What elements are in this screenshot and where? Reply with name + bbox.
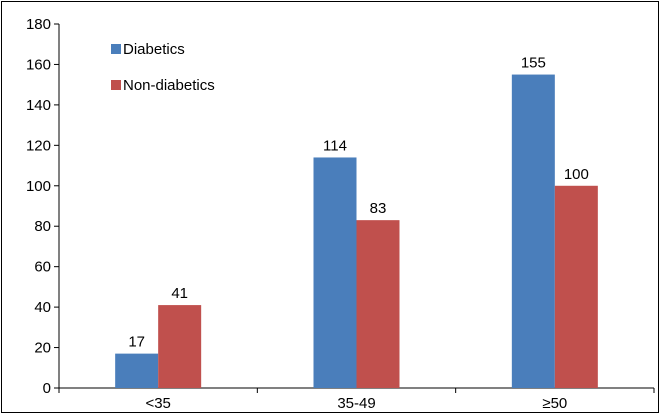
bar-diabetics-2 bbox=[511, 74, 555, 389]
bar-chart: 0 20 40 60 80 100 120 140 160 180 <35 35-49 ≥50 17 4… bbox=[26, 16, 655, 412]
data-label: 155 bbox=[521, 55, 546, 72]
chart-frame: 0 20 40 60 80 100 120 140 160 180 <35 35-49 ≥50 17 4… bbox=[1, 1, 659, 413]
legend-swatch bbox=[111, 44, 121, 54]
data-label: 41 bbox=[171, 285, 188, 302]
y-tick-label: 0 bbox=[43, 380, 51, 397]
bars bbox=[115, 74, 598, 389]
bar-non-diabetics-0 bbox=[158, 305, 202, 388]
x-tick-label: <35 bbox=[145, 395, 170, 412]
y-tick-label: 60 bbox=[34, 259, 51, 276]
legend-label: Diabetics bbox=[123, 41, 185, 58]
y-tick-label: 140 bbox=[26, 97, 51, 114]
y-tick-label: 80 bbox=[34, 218, 51, 235]
x-tick-label: ≥50 bbox=[542, 395, 567, 412]
data-label: 100 bbox=[564, 166, 589, 183]
data-label: 83 bbox=[370, 200, 387, 217]
y-tick-label: 180 bbox=[26, 16, 51, 33]
legend-label: Non-diabetics bbox=[123, 77, 215, 94]
x-axis: <35 35-49 ≥50 bbox=[58, 387, 655, 412]
data-label: 17 bbox=[128, 334, 145, 351]
bar-diabetics-1 bbox=[313, 157, 357, 388]
bar-non-diabetics-1 bbox=[356, 220, 400, 388]
legend-swatch bbox=[111, 80, 121, 90]
legend: Diabetics Non-diabetics bbox=[111, 41, 215, 94]
data-labels: 17 41 114 83 155 100 bbox=[128, 55, 589, 351]
y-tick-label: 120 bbox=[26, 137, 51, 154]
data-label: 114 bbox=[323, 137, 347, 154]
bar-non-diabetics-2 bbox=[554, 185, 598, 388]
x-tick-label: 35-49 bbox=[337, 395, 375, 412]
y-tick-label: 40 bbox=[34, 299, 51, 316]
y-axis: 0 20 40 60 80 100 120 140 160 180 bbox=[26, 16, 60, 397]
bar-diabetics-0 bbox=[115, 353, 159, 388]
y-tick-label: 20 bbox=[34, 340, 51, 357]
y-tick-label: 160 bbox=[26, 56, 51, 73]
y-tick-label: 100 bbox=[26, 178, 51, 195]
